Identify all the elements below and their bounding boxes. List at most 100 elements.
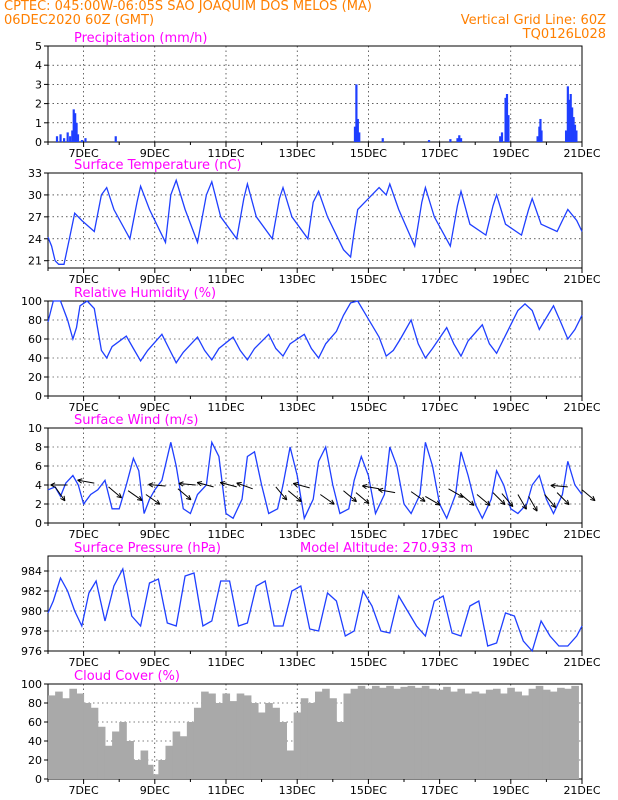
pressure-ytick-label: 976 — [21, 645, 42, 658]
cloud-cover-bar — [62, 698, 70, 779]
wind-arrow — [492, 492, 506, 506]
cloud-cover-bar — [485, 689, 494, 779]
humidity-ytick-label: 60 — [28, 333, 42, 346]
wind-ytick-label: 10 — [28, 422, 42, 435]
cloud-ytick-label: 40 — [28, 735, 42, 748]
header-title: CPTEC: 045:00W-06:05S SAO JOAQUIM DOS ME… — [4, 0, 372, 14]
wind-panel: 0 2 4 6 8 10 7DEC 9DEC 11DEC 13DEC 15DEC 17DEC 19DEC… — [28, 413, 601, 541]
cloud-cover-bar — [549, 691, 558, 779]
precipitation-xtick-label: 15DEC — [350, 147, 387, 160]
precipitation-bar — [499, 136, 502, 142]
temperature-xtick-label: 19DEC — [492, 273, 529, 286]
cloud-cover-bar — [343, 693, 352, 779]
wind-arrow — [343, 490, 357, 503]
cloud-cover-bar — [443, 686, 451, 779]
precipitation-xtick-label: 21DEC — [563, 147, 600, 160]
wind-arrow — [108, 486, 122, 499]
humidity-ytick-label: 40 — [28, 352, 42, 365]
wind-arrow — [54, 486, 66, 502]
temperature-xtick-label: 13DEC — [279, 273, 316, 286]
wind-arrow — [528, 496, 538, 512]
precipitation-bar — [540, 130, 543, 142]
cloud-cover-bar — [69, 688, 77, 779]
precipitation-xtick-label: 11DEC — [207, 147, 244, 160]
wind-title: Surface Wind (m/s) — [74, 413, 198, 428]
header-model-code: TQ0126L028 — [522, 27, 606, 42]
cloud-ytick-label: 60 — [28, 716, 42, 729]
humidity-xtick-label: 21DEC — [563, 401, 600, 414]
cloud-cover-bar — [386, 685, 394, 779]
temperature-ytick-label: 24 — [28, 233, 42, 246]
wind-arrow — [544, 494, 557, 508]
precipitation-xtick-label: 7DEC — [69, 147, 99, 160]
cloud-cover-bar — [357, 685, 366, 779]
wind-xtick-label: 15DEC — [350, 528, 387, 541]
cloud-cover-bar — [564, 688, 572, 779]
cloud-cover-bar — [48, 695, 56, 779]
cloud-cover-bar — [179, 736, 188, 779]
cloud-cover-bar — [112, 731, 120, 779]
wind-arrow — [127, 490, 143, 501]
humidity-panel: 0 20 40 60 80 100 7DEC 9DEC 11DEC 13DEC 15DEC 17DEC… — [21, 286, 601, 414]
precipitation-bar — [566, 86, 569, 142]
humidity-xtick-label: 17DEC — [421, 401, 458, 414]
temperature-xtick-label: 9DEC — [140, 273, 170, 286]
humidity-line — [47, 300, 583, 365]
cloud-cover-bar — [329, 698, 337, 779]
temperature-xtick-label: 17DEC — [421, 273, 458, 286]
wind-arrow — [178, 481, 196, 487]
wind-arrow — [501, 493, 514, 508]
cloud-xtick-label: 21DEC — [563, 784, 600, 797]
pressure-xtick-label: 11DEC — [207, 656, 244, 669]
humidity-ytick-label: 0 — [35, 390, 42, 403]
cloud-cover-bar — [258, 712, 266, 779]
precipitation-panel: 0 1 2 3 4 5 7DEC 9DEC 11DEC 13DEC 15DEC 17DEC 19DEC 2… — [35, 31, 601, 160]
wind-xtick-label: 19DEC — [492, 528, 529, 541]
cloud-xtick-label: 11DEC — [207, 784, 244, 797]
cloud-cover-bar — [371, 685, 380, 779]
precipitation-ytick-label: 4 — [35, 59, 42, 72]
cloud-cover-bar — [364, 688, 373, 779]
precipitation-bar — [381, 138, 384, 142]
pressure-ytick-label: 978 — [21, 625, 42, 638]
cloud-cover-bar — [535, 685, 544, 779]
wind-arrow — [292, 482, 310, 489]
precipitation-bar — [74, 113, 77, 142]
wind-arrow — [287, 490, 302, 503]
cloud-xtick-label: 9DEC — [140, 784, 170, 797]
temperature-ytick-label: 33 — [28, 167, 42, 180]
pressure-ytick-label: 982 — [21, 585, 42, 598]
header-date: 06DEC2020 60Z (GMT) — [4, 13, 155, 28]
cloud-cover-bar — [145, 764, 154, 779]
cloud-ytick-label: 20 — [28, 754, 42, 767]
wind-arrow — [550, 483, 568, 489]
cloud-cover-bar — [243, 695, 252, 779]
precipitation-bar — [459, 138, 463, 142]
cloud-cover-bar — [119, 722, 127, 779]
wind-arrow — [378, 487, 396, 494]
cloud-cover-bar — [133, 760, 142, 779]
pressure-xtick-label: 13DEC — [279, 656, 316, 669]
pressure-xtick-label: 17DEC — [421, 656, 458, 669]
cloud-cover-bar — [83, 703, 92, 779]
cloud-cover-bar — [336, 722, 344, 779]
cloud-cover-bar — [450, 691, 458, 779]
wind-arrow — [362, 484, 380, 490]
precipitation-frame — [47, 45, 583, 143]
precipitation-bar — [358, 132, 361, 142]
wind-xtick-label: 9DEC — [140, 528, 170, 541]
precipitation-xtick-label: 17DEC — [421, 147, 458, 160]
precipitation-bar — [449, 139, 452, 142]
wind-arrow — [77, 478, 95, 484]
cloud-cover-bar — [542, 689, 551, 779]
precipitation-bar — [573, 124, 577, 142]
wind-ytick-label: 0 — [35, 517, 42, 530]
cloud-cover-bar — [55, 691, 63, 779]
precipitation-bar — [69, 136, 72, 142]
cloud-cover-bar — [300, 698, 309, 779]
precipitation-bar — [456, 138, 459, 142]
precipitation-bar — [72, 109, 75, 142]
precipitation-bar — [75, 122, 78, 142]
pressure-frame — [47, 555, 583, 652]
wind-ytick-label: 2 — [35, 498, 42, 511]
